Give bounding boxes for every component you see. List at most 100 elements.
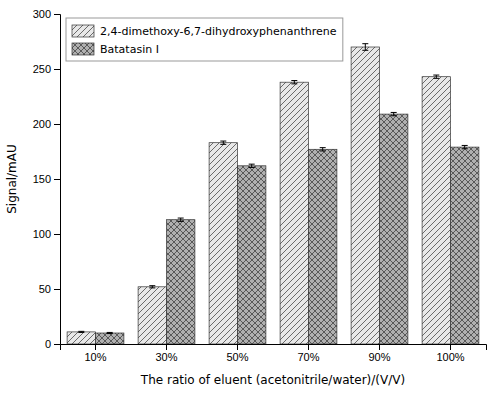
error-bar bbox=[178, 218, 184, 221]
error-bar-cap bbox=[462, 148, 468, 149]
x-tick-mark bbox=[379, 344, 380, 350]
error-bar bbox=[107, 332, 113, 333]
y-tick: 0 bbox=[45, 338, 60, 350]
x-axis: 10% 30% 50% 70% 90% 100% bbox=[61, 344, 487, 363]
y-tick-mark bbox=[54, 179, 60, 180]
x-tick-label: 30% bbox=[155, 351, 177, 363]
y-tick-label: 150 bbox=[33, 173, 51, 185]
error-bar-cap bbox=[107, 333, 113, 334]
series bbox=[67, 44, 450, 344]
error-bar bbox=[320, 148, 326, 151]
error-bar-cap bbox=[362, 50, 368, 51]
bar bbox=[280, 82, 308, 344]
error-bar-cap bbox=[178, 221, 184, 222]
error-bar-cap bbox=[107, 332, 113, 333]
x-tick: 50% bbox=[226, 344, 248, 363]
error-bar-cap bbox=[433, 75, 439, 76]
error-bar-cap bbox=[362, 43, 368, 44]
error-bar-cap bbox=[291, 80, 297, 81]
error-bar-cap bbox=[178, 218, 184, 219]
legend-label: Batatasin I bbox=[100, 43, 159, 56]
x-tick-label: 90% bbox=[368, 351, 390, 363]
error-bar-cap bbox=[249, 164, 255, 165]
legend-label: 2,4-dimethoxy-6,7-dihydroxyphenanthrene bbox=[100, 25, 337, 38]
error-bar bbox=[249, 164, 255, 167]
bar bbox=[309, 149, 337, 344]
x-axis-title: The ratio of eluent (acetonitrile/water)… bbox=[140, 373, 405, 387]
legend-frame bbox=[66, 18, 343, 61]
error-bar-cap bbox=[78, 332, 84, 333]
error-bar-cap bbox=[220, 144, 226, 145]
y-axis: 050100150200250300 bbox=[33, 8, 61, 350]
x-tick-label: 100% bbox=[436, 351, 464, 363]
error-bar bbox=[462, 145, 468, 148]
y-axis-title: Signal/mAU bbox=[5, 144, 19, 214]
y-tick-mark bbox=[54, 14, 60, 15]
error-bar-cap bbox=[433, 78, 439, 79]
bar bbox=[238, 166, 266, 344]
error-bar bbox=[433, 75, 439, 78]
error-bar-cap bbox=[149, 285, 155, 286]
error-bar bbox=[291, 81, 297, 84]
legend: 2,4-dimethoxy-6,7-dihydroxyphenanthrene B… bbox=[66, 18, 343, 61]
legend-swatch bbox=[72, 25, 94, 37]
error-bar-cap bbox=[320, 147, 326, 148]
x-tick-label: 50% bbox=[226, 351, 248, 363]
error-bar-cap bbox=[462, 145, 468, 146]
y-tick: 100 bbox=[33, 228, 60, 240]
y-tick-mark bbox=[54, 289, 60, 290]
error-bar bbox=[149, 286, 155, 288]
x-tick-mark bbox=[450, 344, 451, 350]
error-bar-cap bbox=[78, 331, 84, 332]
x-tick: 90% bbox=[368, 344, 390, 363]
x-tick-label: 70% bbox=[297, 351, 319, 363]
x-tick: 30% bbox=[155, 344, 177, 363]
x-tick-label: 10% bbox=[84, 351, 106, 363]
y-tick-label: 50 bbox=[39, 283, 51, 295]
y-tick-label: 300 bbox=[33, 8, 51, 20]
error-bar bbox=[220, 141, 226, 144]
y-tick-mark bbox=[54, 234, 60, 235]
error-bar bbox=[78, 331, 84, 332]
bars bbox=[67, 44, 479, 344]
x-tick-mark bbox=[166, 344, 167, 350]
error-bar-stem bbox=[365, 44, 366, 51]
x-tick: 70% bbox=[297, 344, 319, 363]
y-tick-mark bbox=[54, 124, 60, 125]
chart: 10%30%50%70%90%100%0501001502002503002,4… bbox=[0, 0, 500, 394]
x-tick: 100% bbox=[436, 344, 464, 363]
error-bar-cap bbox=[249, 167, 255, 168]
bar bbox=[422, 77, 450, 344]
bar bbox=[209, 143, 237, 344]
plot: 10%30%50%70%90%100%0501001502002503002,4… bbox=[33, 8, 487, 363]
y-axis-line bbox=[54, 15, 61, 345]
x-axis-line bbox=[61, 345, 487, 351]
y-tick: 50 bbox=[39, 283, 60, 295]
y-tick-label: 100 bbox=[33, 228, 51, 240]
error-bar-cap bbox=[149, 287, 155, 288]
series bbox=[96, 112, 479, 344]
error-bar-cap bbox=[220, 141, 226, 142]
error-bar-cap bbox=[391, 115, 397, 116]
y-tick-mark bbox=[54, 69, 60, 70]
y-tick: 300 bbox=[33, 8, 60, 20]
x-tick-mark bbox=[237, 344, 238, 350]
y-tick-label: 250 bbox=[33, 63, 51, 75]
legend-swatch bbox=[72, 43, 94, 55]
x-tick: 10% bbox=[84, 344, 106, 363]
x-tick-mark bbox=[308, 344, 309, 350]
legend-item: 2,4-dimethoxy-6,7-dihydroxyphenanthrene bbox=[72, 25, 337, 38]
bar bbox=[380, 114, 408, 344]
y-tick: 250 bbox=[33, 63, 60, 75]
bar bbox=[167, 220, 195, 344]
y-tick: 150 bbox=[33, 173, 60, 185]
y-tick-label: 0 bbox=[45, 338, 51, 350]
error-bar bbox=[362, 44, 368, 51]
bar bbox=[451, 147, 479, 344]
y-tick-mark bbox=[54, 344, 60, 345]
x-tick-mark bbox=[95, 344, 96, 350]
error-bar-cap bbox=[291, 83, 297, 84]
error-bar-cap bbox=[391, 112, 397, 113]
legend-item: Batatasin I bbox=[72, 43, 159, 56]
bar bbox=[67, 332, 95, 344]
